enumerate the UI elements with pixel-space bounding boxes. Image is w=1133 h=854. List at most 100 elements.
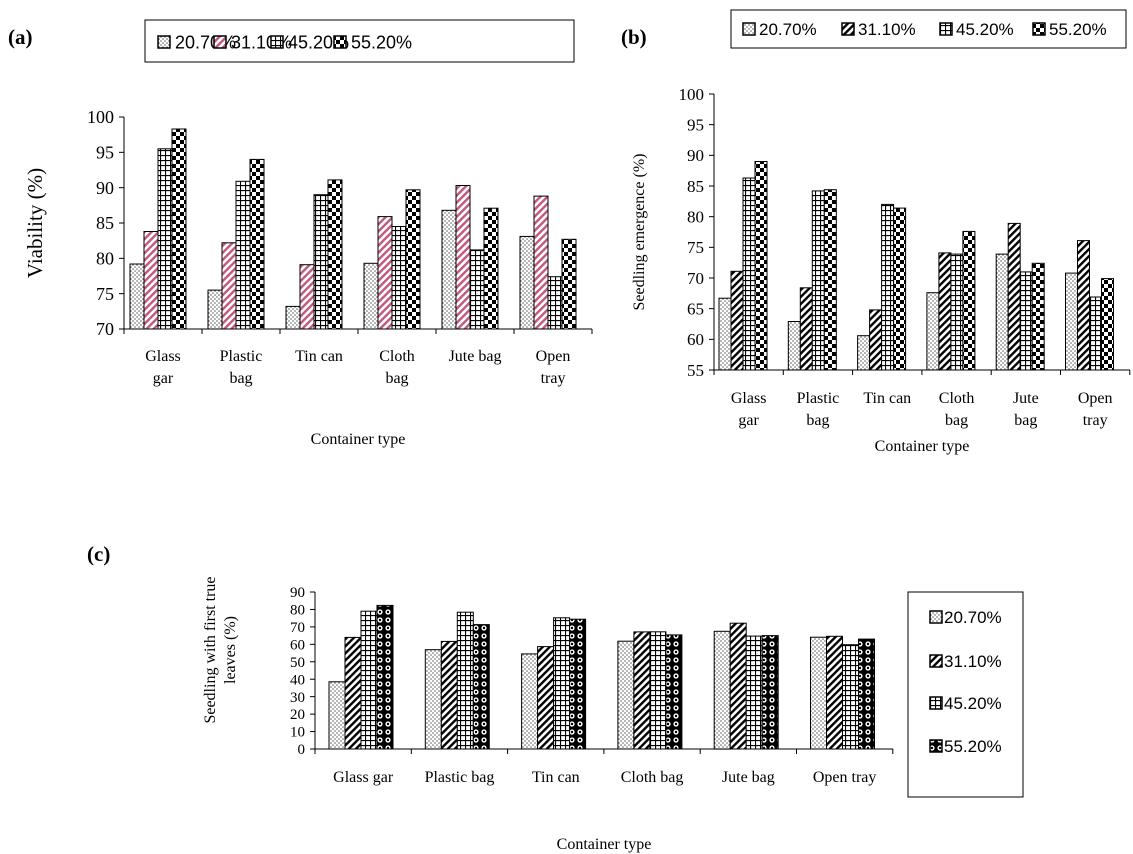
x-tick-label: Open tray xyxy=(813,769,877,786)
bar-3110-5 xyxy=(533,195,549,330)
bar-5520-3 xyxy=(405,189,421,330)
y-axis-label: leaves (%) xyxy=(222,616,239,684)
legend-swatch xyxy=(929,739,943,753)
bar-2070-1 xyxy=(787,321,801,371)
legend-swatch xyxy=(157,35,171,49)
bar-4520-1 xyxy=(456,611,474,750)
bar-5520-3 xyxy=(665,634,683,750)
y-tick-label: 70 xyxy=(687,269,704,288)
bar-5520-5 xyxy=(858,638,875,750)
bar-3110-0 xyxy=(344,636,362,750)
bar-2070-5 xyxy=(810,636,827,750)
bar-2070-3 xyxy=(363,262,379,330)
legend-swatch xyxy=(929,610,943,624)
bar-4520-3 xyxy=(950,253,964,371)
x-tick-label: gar xyxy=(738,412,759,429)
legend-label: 20.70% xyxy=(944,608,1002,627)
legend-swatch xyxy=(939,22,953,36)
bar-3110-4 xyxy=(1007,222,1021,371)
legend-swatch xyxy=(742,22,756,36)
bar-5520-5 xyxy=(561,238,577,330)
y-tick-label: 55 xyxy=(687,361,704,380)
x-tick-label: Tin can xyxy=(532,769,580,786)
x-tick-label: Open xyxy=(536,348,571,365)
bar-5520-4 xyxy=(1031,262,1045,371)
bar-5520-5 xyxy=(1101,278,1114,371)
x-tick-label: Tin can xyxy=(295,348,343,365)
bar-4520-1 xyxy=(811,190,825,371)
bar-4520-2 xyxy=(313,194,329,330)
legend-label: 55.20% xyxy=(1049,20,1107,39)
x-tick-label: bag xyxy=(229,370,252,387)
bar-3110-3 xyxy=(938,252,952,371)
y-tick-label: 75 xyxy=(96,284,114,304)
bar-4520-5 xyxy=(842,644,859,750)
bar-2070-5 xyxy=(519,235,535,330)
y-tick-label: 80 xyxy=(687,207,704,226)
legend-label: 31.10% xyxy=(858,20,916,39)
y-tick-label: 95 xyxy=(687,115,704,134)
legend-swatch xyxy=(841,22,855,36)
bar-4520-2 xyxy=(553,617,571,750)
y-tick-label: 90 xyxy=(290,585,305,601)
y-axis-label: Viability (%) xyxy=(23,168,47,278)
bar-4520-2 xyxy=(881,203,895,371)
bar-3110-3 xyxy=(633,631,651,750)
bar-4520-0 xyxy=(742,177,756,371)
panel-label: (a) xyxy=(8,25,33,49)
bar-5520-3 xyxy=(962,230,976,371)
legend-swatch xyxy=(929,696,943,710)
x-axis-label: Container type xyxy=(875,438,970,455)
bar-5520-1 xyxy=(823,189,837,371)
x-tick-label: Open xyxy=(1078,390,1113,407)
bar-5520-4 xyxy=(483,207,499,330)
chart-layer: (a) 70 75 80 85 90 95 100 Glass gar Plastic bag Tin … xyxy=(8,9,1131,853)
bar-5520-1 xyxy=(249,158,265,330)
legend-box xyxy=(730,9,1127,49)
bar-5520-0 xyxy=(754,161,768,371)
bar-3110-4 xyxy=(455,185,471,330)
bar-2070-1 xyxy=(424,649,442,750)
y-tick-label: 60 xyxy=(687,330,704,349)
panel-label: (b) xyxy=(621,25,647,49)
x-tick-label: Plastic xyxy=(220,348,263,365)
panel-label: (c) xyxy=(87,542,110,566)
bar-3110-1 xyxy=(221,242,237,330)
y-tick-label: 60 xyxy=(290,637,305,653)
legend-label: 45.20% xyxy=(944,694,1002,713)
x-tick-label: Glass xyxy=(145,348,181,365)
y-tick-label: 85 xyxy=(96,213,114,233)
y-axis-label: Seedling emergence (%) xyxy=(631,154,648,311)
y-tick-label: 20 xyxy=(290,707,305,723)
y-tick-label: 75 xyxy=(687,238,704,257)
bar-2070-4 xyxy=(995,253,1009,371)
x-tick-label: Tin can xyxy=(863,390,911,407)
legend-swatch xyxy=(333,35,347,49)
y-tick-label: 85 xyxy=(687,177,704,196)
bar-2070-0 xyxy=(328,681,346,750)
bar-4520-4 xyxy=(469,249,485,330)
bar-2070-2 xyxy=(521,653,539,750)
bar-4520-4 xyxy=(1019,271,1033,371)
x-axis-label: Container type xyxy=(557,836,652,853)
bar-5520-4 xyxy=(761,635,779,750)
bar-2070-3 xyxy=(617,640,635,750)
x-tick-label: tray xyxy=(1083,412,1108,429)
bar-2070-2 xyxy=(285,305,301,330)
bar-3110-5 xyxy=(1077,240,1090,371)
y-tick-label: 80 xyxy=(290,603,305,619)
x-tick-label: Cloth xyxy=(379,348,415,365)
bar-3110-2 xyxy=(869,309,883,371)
bar-3110-0 xyxy=(143,231,159,330)
bar-5520-0 xyxy=(376,604,394,750)
x-tick-label: bag xyxy=(806,412,829,429)
legend-label: 20.70% xyxy=(759,20,817,39)
y-tick-label: 100 xyxy=(679,85,705,104)
bar-2070-0 xyxy=(129,263,145,330)
bar-4520-3 xyxy=(391,226,407,330)
y-tick-label: 65 xyxy=(687,299,704,318)
y-axis-label: Seedling with first true xyxy=(202,576,219,723)
x-tick-label: Plastic xyxy=(797,390,840,407)
legend-swatch xyxy=(1032,22,1046,36)
x-tick-label: Cloth bag xyxy=(621,769,684,786)
